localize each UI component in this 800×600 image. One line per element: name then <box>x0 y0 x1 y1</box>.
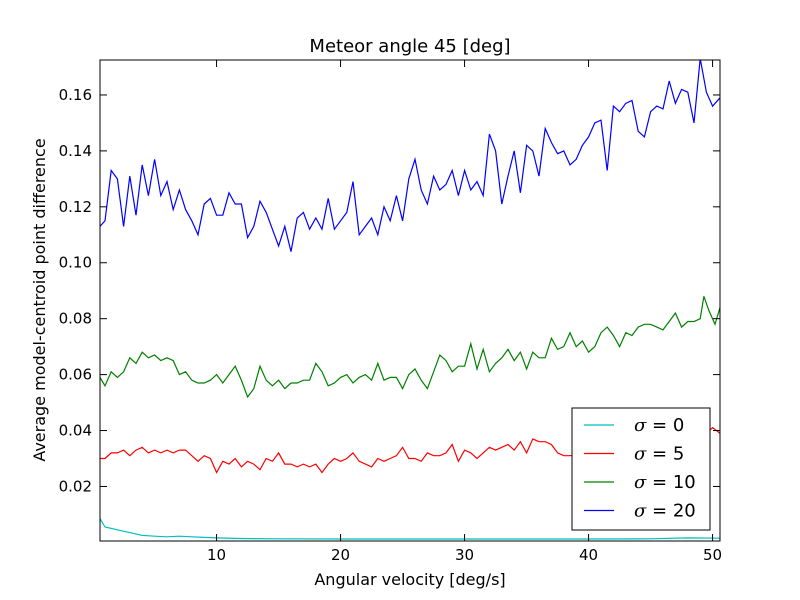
y-tick-label: 0.06 <box>59 366 92 384</box>
y-tick-label: 0.14 <box>59 142 92 160</box>
legend-entry-label: σ = 20 <box>634 501 696 522</box>
y-axis-label: Average model-centroid point difference <box>30 138 49 461</box>
series-line <box>100 426 720 474</box>
x-tick-label: 40 <box>579 546 598 564</box>
x-tick-label: 10 <box>207 546 226 564</box>
legend-entry-label: σ = 0 <box>634 415 684 436</box>
x-axis-label: Angular velocity [deg/s] <box>314 570 505 589</box>
legend-entry-label: σ = 10 <box>634 472 696 493</box>
x-tick-label: 30 <box>455 546 474 564</box>
plot-frame <box>99 59 721 542</box>
x-axis: 10 20 30 40 50 <box>207 60 722 564</box>
y-tick-label: 0.08 <box>59 310 92 328</box>
chart-title: Meteor angle 45 [deg] <box>309 36 510 57</box>
legend-entry-label: σ = 5 <box>634 444 684 465</box>
y-tick-label: 0.12 <box>59 198 92 216</box>
x-tick-label: 20 <box>331 546 350 564</box>
series-line <box>100 296 720 399</box>
legend: σ = 0 σ = 5 σ = 10 σ = 20 <box>571 407 711 531</box>
x-tick-label: 50 <box>703 546 722 564</box>
y-tick-label: 0.02 <box>59 477 92 495</box>
y-tick-label: 0.16 <box>59 86 92 104</box>
y-tick-label: 0.10 <box>59 254 92 272</box>
series-line <box>100 60 720 252</box>
y-axis: 0.02 0.04 0.06 0.08 0.10 0.12 0.14 0.16 <box>59 86 720 495</box>
legend-box <box>571 407 711 531</box>
y-tick-label: 0.04 <box>59 422 92 440</box>
